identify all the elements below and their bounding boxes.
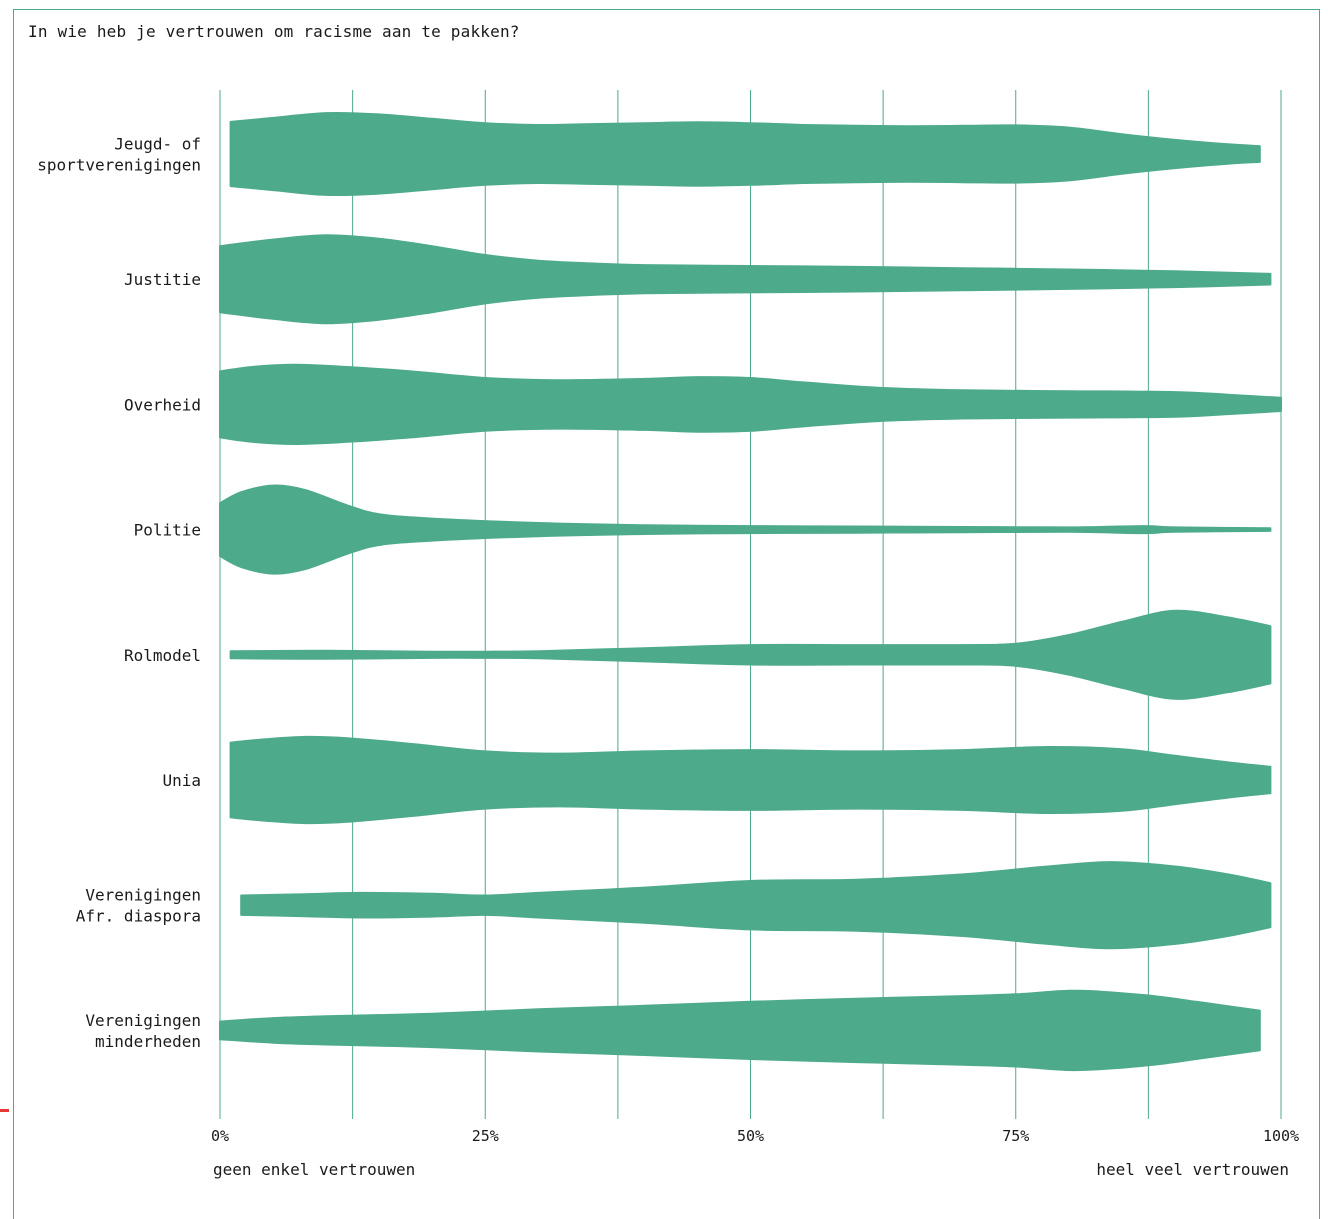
violin-3 xyxy=(219,484,1272,575)
x-tick-label-4: 100% xyxy=(1263,1127,1299,1145)
category-label-5-0: Unia xyxy=(162,771,201,790)
category-label-2-0: Overheid xyxy=(124,395,201,414)
category-label-1-0: Justitie xyxy=(124,270,201,289)
x-tick-labels: 0% 25% 50% 75% 100% xyxy=(211,1127,1299,1145)
category-label-6-1: Afr. diaspora xyxy=(76,907,201,926)
violin-0 xyxy=(229,111,1261,197)
category-label-3-0: Politie xyxy=(134,521,201,540)
category-label-4-0: Rolmodel xyxy=(124,646,201,665)
violin-1 xyxy=(219,234,1272,325)
category-label-7-0: Verenigingen xyxy=(85,1011,201,1030)
x-max-label: heel veel vertrouwen xyxy=(1096,1160,1289,1179)
x-tick-label-1: 25% xyxy=(472,1127,499,1145)
violin-5 xyxy=(229,735,1272,825)
category-labels: Jeugd- of sportverenigingen Justitie Overhe… xyxy=(37,135,201,1051)
violin-4 xyxy=(229,609,1272,700)
violin-7 xyxy=(219,989,1261,1072)
violins xyxy=(219,111,1282,1072)
chart-frame xyxy=(13,9,1320,1219)
x-min-label: geen enkel vertrouwen xyxy=(213,1160,415,1179)
category-label-6-0: Verenigingen xyxy=(85,886,201,905)
category-label-7-1: minderheden xyxy=(95,1032,201,1051)
x-tick-label-2: 50% xyxy=(737,1127,764,1145)
violin-6 xyxy=(240,861,1272,950)
x-tick-label-0: 0% xyxy=(211,1127,229,1145)
x-tick-label-3: 75% xyxy=(1002,1127,1029,1145)
chart-title: In wie heb je vertrouwen om racisme aan … xyxy=(28,22,520,41)
accent-mark xyxy=(0,1109,9,1112)
category-label-0-0: Jeugd- of xyxy=(114,135,201,154)
violin-2 xyxy=(219,363,1282,445)
category-label-0-1: sportverenigingen xyxy=(37,156,201,175)
